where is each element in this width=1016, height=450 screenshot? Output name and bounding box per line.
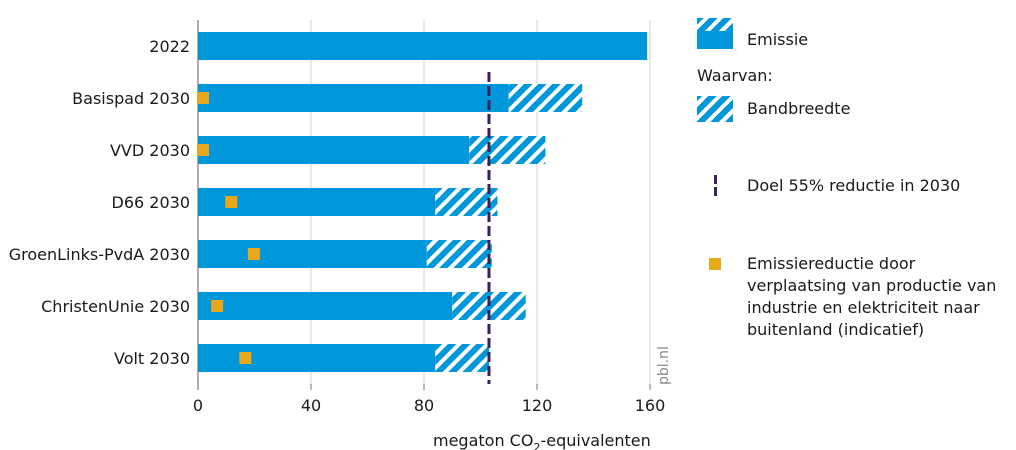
category-label: Basispad 2030 xyxy=(72,89,190,108)
bar-bandbreedte xyxy=(469,136,546,164)
bar-bandbreedte xyxy=(435,344,489,372)
emissie-swatch xyxy=(697,18,733,49)
legend-heading-waarvan: Waarvan: xyxy=(697,66,773,85)
legend-item-emissie: Emissie xyxy=(697,18,808,51)
bar-emissie xyxy=(198,32,648,60)
x-tick-label: 80 xyxy=(414,396,434,415)
bar-bandbreedte xyxy=(435,188,498,216)
target-line-swatch xyxy=(697,175,733,199)
x-axis-title-main: megaton CO xyxy=(433,431,533,450)
category-label: ChristenUnie 2030 xyxy=(41,297,190,316)
category-label: VVD 2030 xyxy=(110,141,190,160)
x-axis-title-rest: -equivalenten xyxy=(540,431,650,450)
legend: Emissie Waarvan: Bandbreedte Doel 55% re… xyxy=(697,0,1016,450)
bar-emissie xyxy=(198,240,427,268)
category-label: GroenLinks-PvdA 2030 xyxy=(9,245,190,264)
marker-verplaatsing xyxy=(211,300,224,312)
bar-bandbreedte xyxy=(426,240,492,268)
legend-label-doel: Doel 55% reductie in 2030 xyxy=(747,176,961,195)
marker-verplaatsing xyxy=(225,196,238,208)
category-label: D66 2030 xyxy=(112,193,190,212)
x-tick-label: 0 xyxy=(193,396,203,415)
marker-verplaatsing xyxy=(197,144,209,156)
x-tick-label: 160 xyxy=(635,396,666,415)
legend-item-doel: Doel 55% reductie in 2030 xyxy=(697,175,960,199)
bar-emissie xyxy=(198,344,436,372)
marker-verplaatsing xyxy=(197,92,209,104)
source-label: pbl.nl xyxy=(656,346,672,385)
legend-label-emissie: Emissie xyxy=(747,30,809,49)
bar-emissie xyxy=(198,292,453,320)
marker-swatch xyxy=(697,253,733,270)
x-tick-label: 120 xyxy=(522,396,553,415)
legend-item-bandbreedte: Bandbreedte xyxy=(697,96,850,122)
x-tick-label: 40 xyxy=(301,396,321,415)
bar-emissie xyxy=(198,84,509,112)
bar-emissie xyxy=(198,188,436,216)
x-axis-title-sub: 2 xyxy=(533,441,540,450)
bar-bandbreedte xyxy=(508,84,583,112)
category-label: 2022 xyxy=(149,37,190,56)
marker-verplaatsing xyxy=(247,248,260,260)
marker-verplaatsing xyxy=(239,352,252,364)
bandbreedte-swatch xyxy=(697,96,733,122)
legend-label-verplaatsing: Emissiereductie door verplaatsing van pr… xyxy=(747,254,997,339)
legend-item-verplaatsing: Emissiereductie door verplaatsing van pr… xyxy=(697,253,1016,341)
category-label: Volt 2030 xyxy=(114,349,190,368)
legend-label-bandbreedte: Bandbreedte xyxy=(747,99,851,118)
x-axis-title: megaton CO2-equivalenten xyxy=(433,431,651,450)
bar-emissie xyxy=(198,136,470,164)
bar-chart: 0 40 80 120 160 2022 Basispad 2030 VVD 2030 D66 … xyxy=(9,20,672,450)
